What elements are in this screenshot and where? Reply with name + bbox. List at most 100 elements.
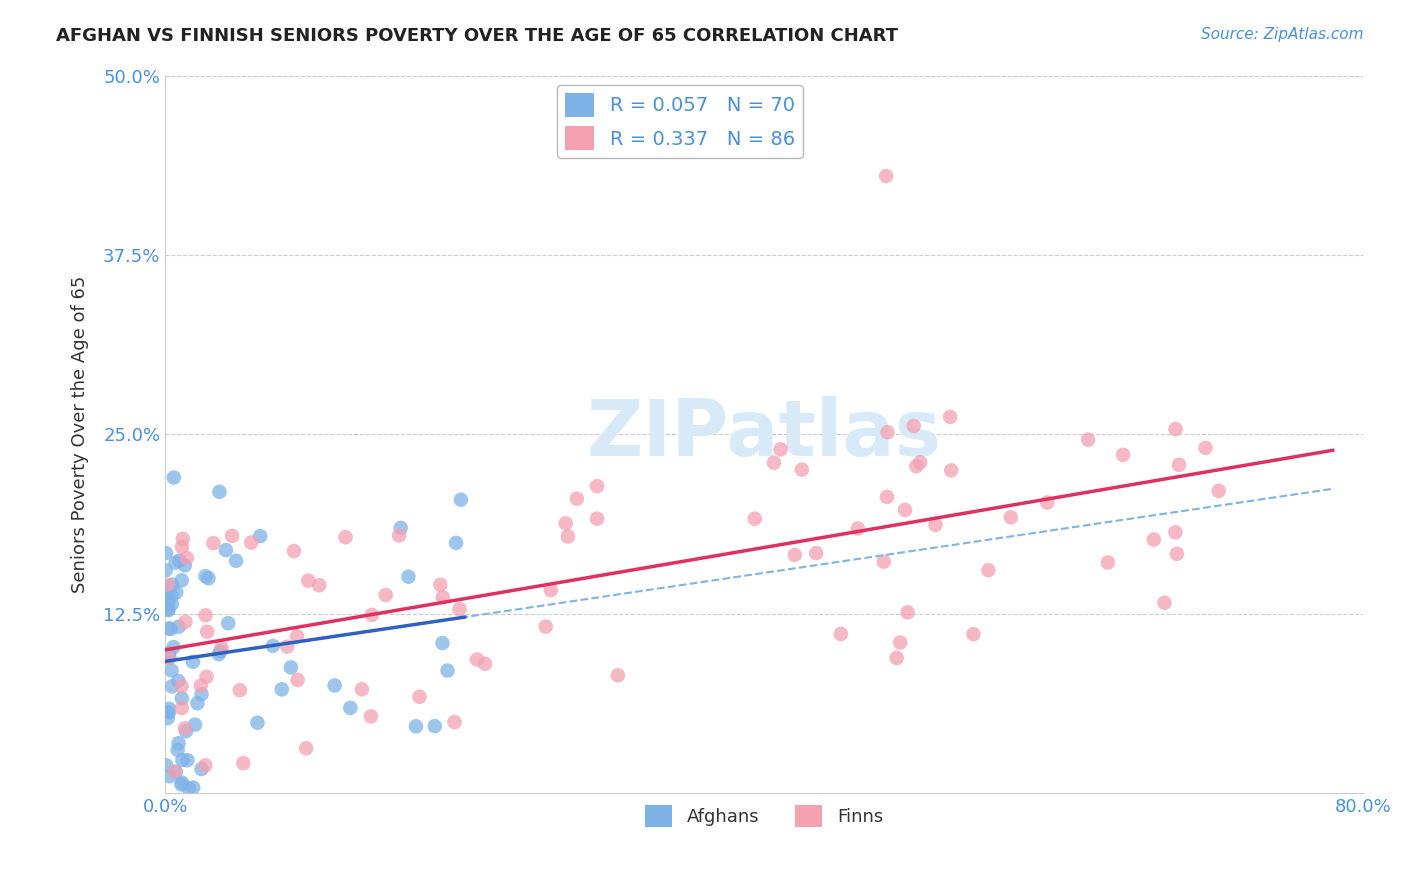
Point xyxy=(177,781,200,796)
Point xyxy=(170,777,193,791)
Point xyxy=(208,647,231,661)
Point xyxy=(534,619,557,633)
Point xyxy=(1077,433,1099,447)
Point xyxy=(165,585,187,599)
Point xyxy=(173,558,195,573)
Point xyxy=(285,629,308,643)
Point xyxy=(156,711,179,725)
Point xyxy=(195,670,218,684)
Point xyxy=(283,544,305,558)
Point xyxy=(924,517,946,532)
Point xyxy=(886,651,908,665)
Point xyxy=(444,536,467,550)
Point xyxy=(165,556,187,570)
Point xyxy=(908,455,931,469)
Point xyxy=(360,709,382,723)
Point xyxy=(423,719,446,733)
Point xyxy=(190,687,212,701)
Point xyxy=(450,492,472,507)
Point xyxy=(276,640,298,654)
Point xyxy=(1168,458,1191,472)
Point xyxy=(155,563,177,577)
Point xyxy=(830,627,852,641)
Point xyxy=(172,776,194,790)
Point xyxy=(280,660,302,674)
Point xyxy=(157,647,180,661)
Point xyxy=(606,668,628,682)
Point xyxy=(162,640,184,654)
Point xyxy=(163,764,186,779)
Point xyxy=(396,570,419,584)
Point xyxy=(167,736,190,750)
Point xyxy=(217,616,239,631)
Point xyxy=(165,764,187,779)
Point xyxy=(211,640,233,655)
Point xyxy=(157,706,180,720)
Point xyxy=(1194,441,1216,455)
Point xyxy=(157,702,180,716)
Point xyxy=(194,569,217,583)
Point xyxy=(170,701,193,715)
Point xyxy=(1097,556,1119,570)
Point xyxy=(1164,422,1187,436)
Text: AFGHAN VS FINNISH SENIORS POVERTY OVER THE AGE OF 65 CORRELATION CHART: AFGHAN VS FINNISH SENIORS POVERTY OVER T… xyxy=(56,27,898,45)
Point xyxy=(889,635,911,649)
Point xyxy=(249,529,271,543)
Point xyxy=(176,551,198,566)
Point xyxy=(1166,547,1188,561)
Point xyxy=(896,606,918,620)
Point xyxy=(172,753,194,767)
Point xyxy=(1000,510,1022,524)
Point xyxy=(194,758,217,772)
Point xyxy=(240,535,263,549)
Point xyxy=(287,673,309,687)
Point xyxy=(170,540,193,554)
Point xyxy=(876,490,898,504)
Point xyxy=(1112,448,1135,462)
Point xyxy=(163,470,186,484)
Point xyxy=(160,577,183,591)
Point xyxy=(190,679,212,693)
Point xyxy=(308,578,330,592)
Point xyxy=(804,546,827,560)
Point xyxy=(194,608,217,623)
Point xyxy=(225,554,247,568)
Point xyxy=(846,521,869,535)
Point xyxy=(186,696,208,710)
Point xyxy=(295,741,318,756)
Point xyxy=(270,682,292,697)
Point xyxy=(232,756,254,771)
Point xyxy=(432,636,454,650)
Point xyxy=(167,673,190,688)
Point xyxy=(769,442,792,457)
Point xyxy=(229,683,252,698)
Point xyxy=(876,425,898,440)
Point xyxy=(160,589,183,603)
Point xyxy=(181,780,204,795)
Point xyxy=(449,602,471,616)
Point xyxy=(350,682,373,697)
Y-axis label: Seniors Poverty Over the Age of 65: Seniors Poverty Over the Age of 65 xyxy=(72,276,89,593)
Point xyxy=(157,651,180,665)
Point xyxy=(262,639,284,653)
Point xyxy=(195,624,218,639)
Point xyxy=(170,574,193,588)
Point xyxy=(762,456,785,470)
Point xyxy=(160,679,183,693)
Point xyxy=(181,655,204,669)
Legend: Afghans, Finns: Afghans, Finns xyxy=(638,798,890,835)
Point xyxy=(1208,483,1230,498)
Point xyxy=(157,650,180,665)
Point xyxy=(167,620,190,634)
Point xyxy=(939,409,962,424)
Point xyxy=(565,491,588,506)
Point xyxy=(1153,596,1175,610)
Point xyxy=(157,598,180,612)
Point xyxy=(172,532,194,546)
Point xyxy=(174,724,197,739)
Point xyxy=(374,588,396,602)
Point xyxy=(1164,525,1187,540)
Point xyxy=(157,603,180,617)
Point xyxy=(197,571,219,585)
Text: ZIPatlas: ZIPatlas xyxy=(586,396,942,473)
